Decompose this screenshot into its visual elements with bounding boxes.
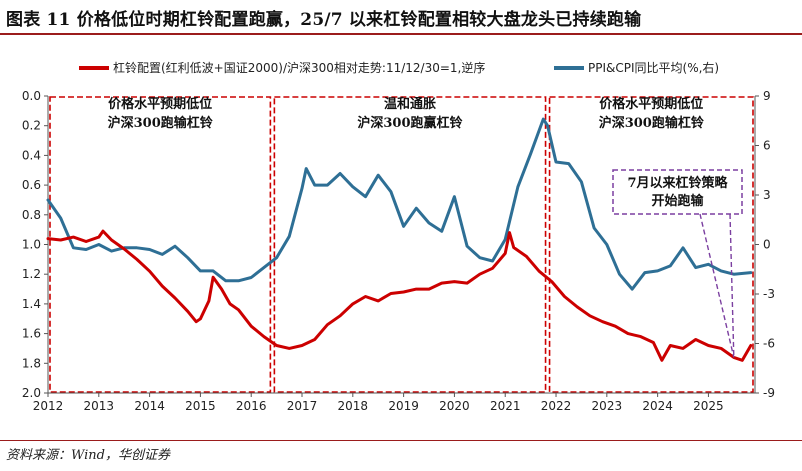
x-tick-label: 2016 [236,399,267,413]
axes: 0.0 0.2 0.4 0.6 0.8 1.0 1.2 1.4 1.6 1.8 2.0 9 6 3 0 -3 -… [22,89,775,413]
regime-annotation-3-line-1: 价格水平预期低位 [599,96,703,112]
y-right-tick-label: -3 [763,287,775,301]
x-tick-label: 2020 [439,399,470,413]
chart-title: 图表 11 价格低位时期杠铃配置跑赢，25/7 以来杠铃配置相较大盘龙头已持续跑… [6,10,642,30]
y-right-tick-label: -9 [763,386,775,400]
legend-label-ppi-cpi: PPI&CPI同比平均(%,右) [588,60,719,75]
x-tick-label: 2025 [693,399,724,413]
y-right-tick-label: 3 [763,188,771,202]
y-left-tick-label: 0.8 [22,208,41,222]
regime-annotation-1-line-2: 沪深300跑输杠铃 [108,115,213,131]
regime-annotation-2-line-1: 温和通胀 [384,96,436,112]
y-right-tick-label: 0 [763,238,771,252]
y-right-tick-label: -6 [763,337,775,351]
y-left-tick-label: 1.0 [22,238,41,252]
legend-label-barbell: 杠铃配置(红利低波+国证2000)/沪深300相对走势:11/12/30=1,逆… [113,60,485,75]
callout-pointer-2 [729,213,735,358]
y-left-tick-label: 0.4 [22,148,41,162]
callout-box [612,169,743,215]
y-left-tick-label: 0.6 [22,178,41,192]
y-left-tick-label: 2.0 [22,386,41,400]
legend: 杠铃配置(红利低波+国证2000)/沪深300相对走势:11/12/30=1,逆… [79,60,719,75]
x-tick-label: 2014 [134,399,165,413]
y-right-tick-label: 6 [763,139,771,153]
x-tick-label: 2017 [287,399,318,413]
x-tick-label: 2023 [592,399,623,413]
regime-annotation-1-line-1: 价格水平预期低位 [108,96,212,112]
series-line-barbell [46,229,753,362]
regime-box-2 [273,96,547,393]
dual-axis-line-chart: 杠铃配置(红利低波+国证2000)/沪深300相对走势:11/12/30=1,逆… [22,60,775,413]
y-left-tick-label: 0.0 [22,89,41,103]
x-tick-label: 2015 [185,399,216,413]
header-divider [0,33,802,35]
y-left-tick-label: 1.2 [22,267,41,281]
x-tick-label: 2024 [642,399,673,413]
y-left-tick-label: 1.4 [22,297,41,311]
regime-boxes: 价格水平预期低位沪深300跑输杠铃温和通胀沪深300跑赢杠铃价格水平预期低位沪深… [49,96,754,393]
regime-box-1 [49,96,272,393]
footer-divider [0,440,802,441]
chart-header: 图表 11 价格低位时期杠铃配置跑赢，25/7 以来杠铃配置相较大盘龙头已持续跑… [0,0,802,35]
x-tick-label: 2019 [388,399,419,413]
x-tick-label: 2013 [84,399,115,413]
y-left-tick-label: 0.2 [22,119,41,133]
regime-box-3 [548,96,754,393]
y-left-tick-label: 1.8 [22,356,41,370]
y-left-tick-label: 1.6 [22,327,41,341]
x-tick-label: 2012 [33,399,64,413]
y-right-tick-label: 9 [763,89,771,103]
callout-pointer-1 [699,213,735,358]
callout-text-line-1: 7月以来杠铃策略 [627,175,728,191]
series-line-ppi-cpi [46,117,753,291]
callout-text-line-2: 开始跑输 [651,193,704,209]
x-tick-label: 2022 [541,399,572,413]
series-lines [46,117,753,362]
x-tick-label: 2021 [490,399,521,413]
x-tick-label: 2018 [338,399,369,413]
regime-annotation-3-line-2: 沪深300跑输杠铃 [599,115,704,131]
source-note: 资料来源：Wind，华创证券 [6,448,170,463]
regime-annotation-2-line-2: 沪深300跑赢杠铃 [357,115,462,131]
